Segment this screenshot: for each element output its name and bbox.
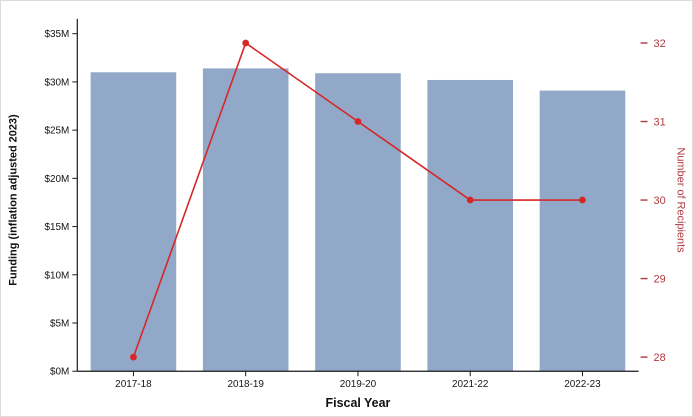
- bar-2021-22: [427, 79, 513, 372]
- recipients-line-layer: [130, 39, 586, 361]
- left-axis-tick-label: $25M: [44, 126, 69, 137]
- x-axis-tick-label: 2018-19: [227, 379, 264, 390]
- right-axis-tick-label: 29: [654, 273, 666, 285]
- bar-2018-19: [202, 68, 289, 372]
- left-axis-tick-label: $0M: [50, 367, 69, 378]
- bar-2017-18: [90, 72, 177, 372]
- right-axis-tick-label: 32: [654, 38, 666, 50]
- recipients-point-2022-23: [579, 196, 586, 204]
- x-axis-tick-label: 2021-22: [452, 379, 489, 390]
- left-axis-tick-label: $35M: [44, 29, 69, 40]
- left-axis-tick-label: $10M: [44, 270, 69, 281]
- x-axis-tick-label: 2017-18: [115, 379, 152, 390]
- left-axis-tick-label: $30M: [44, 77, 69, 88]
- right-axis-tick-label: 28: [654, 352, 666, 364]
- left-axis-tick-label: $5M: [50, 318, 69, 329]
- x-axis-title: Fiscal Year: [326, 396, 391, 410]
- recipients-point-2019-20: [354, 118, 362, 125]
- left-axis-title: Funding (inflation adjusted 2023): [8, 114, 20, 286]
- left-axis-tick-label: $15M: [44, 222, 69, 233]
- bar-2022-23: [539, 90, 626, 372]
- funding-bars-layer: [90, 68, 626, 372]
- x-axis-tick-label: 2019-20: [340, 379, 377, 390]
- bar-2019-20: [315, 73, 401, 372]
- recipients-point-2018-19: [242, 39, 250, 47]
- left-axis-tick-label: $20M: [44, 174, 69, 185]
- right-axis-tick-label: 30: [654, 195, 666, 207]
- recipients-point-2017-18: [130, 353, 137, 361]
- right-axis-title: Number of Recipients: [674, 147, 686, 253]
- x-axis-tick-label: 2022-23: [564, 379, 601, 390]
- right-axis-tick-label: 31: [654, 116, 666, 128]
- axes-layer: $0M $5M $10M $15M $20M $25M $30M $35M 2017-18 201…: [44, 18, 666, 390]
- recipients-point-2021-22: [466, 196, 474, 204]
